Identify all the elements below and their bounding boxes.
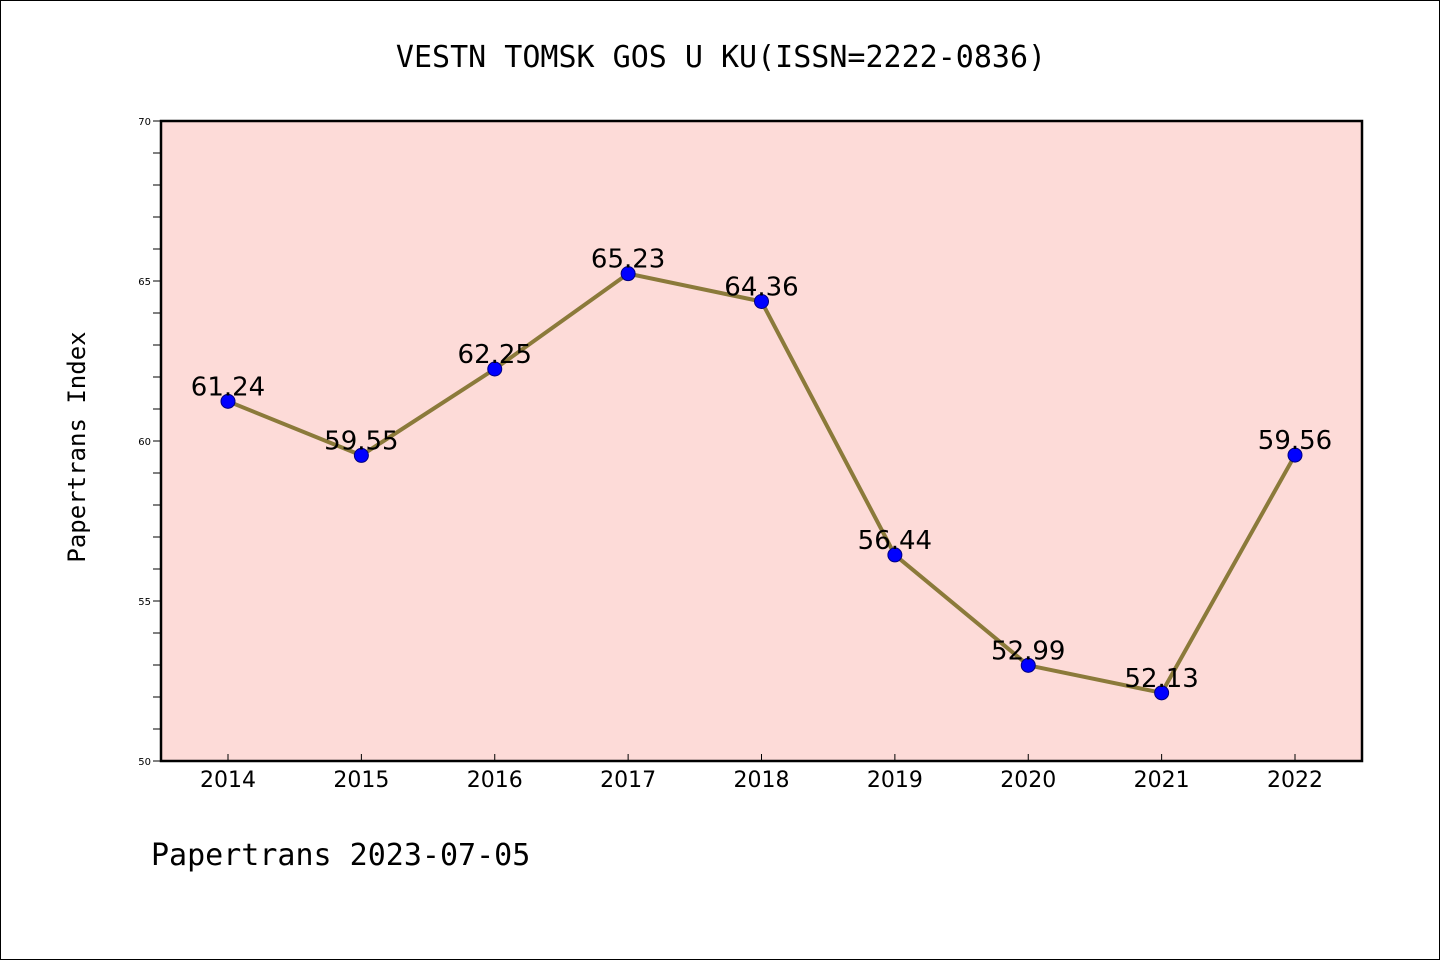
data-point [620, 266, 636, 282]
data-point [220, 393, 236, 409]
x-tick-label: 2017 [600, 768, 656, 793]
x-tick-label: 2022 [1267, 768, 1323, 793]
data-point [1020, 657, 1036, 673]
data-label: 59.55 [324, 426, 398, 456]
y-axis-label: Papertrans Index [63, 331, 91, 562]
chart-title: VESTN TOMSK GOS U KU(ISSN=2222-0836) [396, 40, 1046, 75]
plot-area [159, 119, 1364, 763]
data-label: 52.99 [991, 636, 1065, 666]
data-label: 64.36 [724, 272, 798, 302]
y-axis: 50 55 60 65 70 [138, 117, 161, 768]
x-tick-label: 2014 [200, 768, 256, 793]
data-label: 65.23 [591, 245, 665, 275]
data-label: 52.13 [1124, 664, 1198, 694]
footer-date: Papertrans 2023-07-05 [151, 838, 530, 873]
data-label: 61.24 [191, 372, 265, 402]
y-tick-label: 55 [138, 597, 151, 608]
data-label: 59.56 [1258, 426, 1332, 456]
x-tick-label: 2015 [333, 768, 389, 793]
data-point [487, 361, 503, 377]
data-point [887, 547, 903, 563]
x-tick-label: 2020 [1000, 768, 1056, 793]
data-point [1287, 447, 1303, 463]
x-tick-label: 2019 [867, 768, 923, 793]
y-tick-label: 70 [138, 117, 151, 128]
data-labels: 61.24 59.55 62.25 65.23 64.36 56.44 52.99 52.13… [191, 245, 1332, 694]
data-markers [220, 266, 1303, 701]
data-point [754, 293, 769, 309]
x-tick-label: 2021 [1134, 768, 1190, 793]
data-point [1154, 685, 1170, 701]
data-label: 62.25 [458, 340, 532, 370]
y-tick-label: 60 [138, 437, 151, 448]
data-point [353, 447, 369, 463]
x-tick-label: 2016 [467, 768, 523, 793]
y-tick-label: 50 [138, 757, 151, 768]
y-tick-label: 65 [138, 277, 151, 288]
data-label: 56.44 [858, 526, 932, 556]
x-axis: 2014 2015 2016 2017 2018 2019 2020 2021 2022 [200, 754, 1323, 793]
x-tick-label: 2018 [734, 768, 790, 793]
